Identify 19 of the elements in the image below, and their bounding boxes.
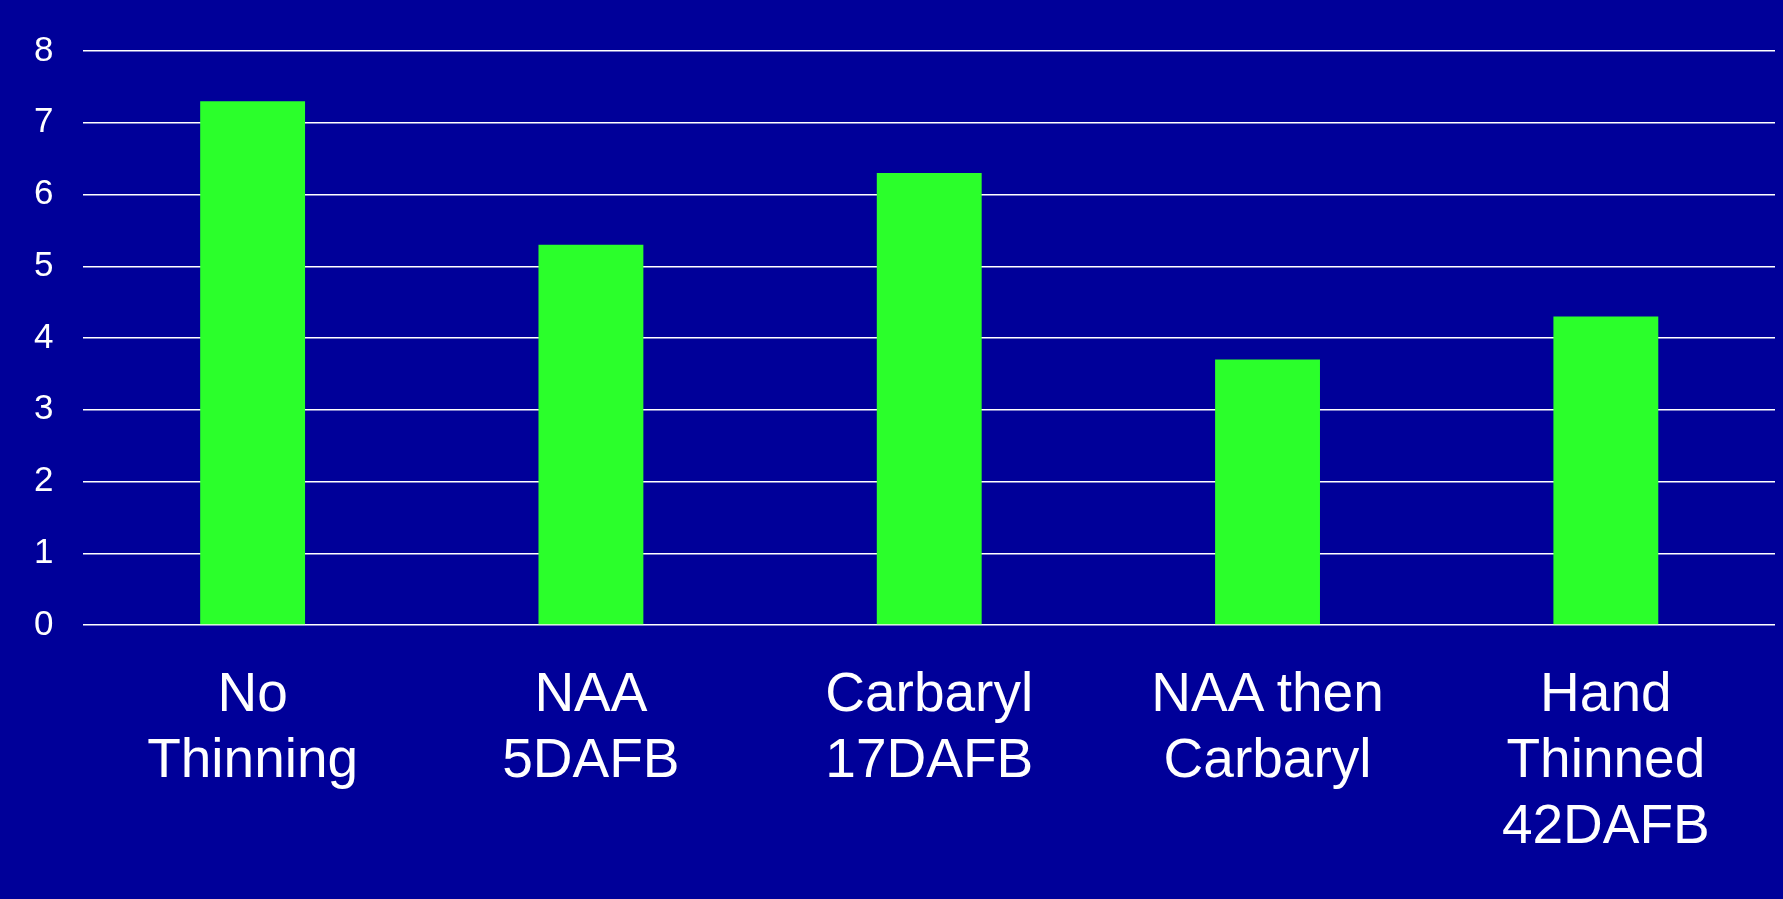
bar <box>1553 316 1659 625</box>
y-tick-label: 4 <box>34 315 54 355</box>
x-tick-label: NAA then Carbaryl <box>1151 661 1384 790</box>
y-tick-label: 6 <box>34 172 54 212</box>
y-tick-label: 3 <box>34 387 54 427</box>
x-tick-label: Hand Thinned 42DAFB <box>1501 661 1710 856</box>
bar <box>538 244 644 625</box>
y-tick-label: 7 <box>34 100 54 140</box>
x-tick-label: No Thinning <box>147 661 359 790</box>
x-tick-label: NAA 5DAFB <box>502 661 680 790</box>
y-tick-label: 1 <box>34 530 54 570</box>
y-tick-label: 0 <box>34 602 54 642</box>
bar <box>876 172 982 625</box>
y-tick-label: 2 <box>34 459 54 499</box>
y-tick-label: 8 <box>34 28 54 68</box>
y-tick-label: 5 <box>34 243 54 283</box>
bar <box>1215 359 1320 625</box>
x-tick-label: Carbaryl 17DAFB <box>825 661 1034 790</box>
bar <box>200 101 306 625</box>
